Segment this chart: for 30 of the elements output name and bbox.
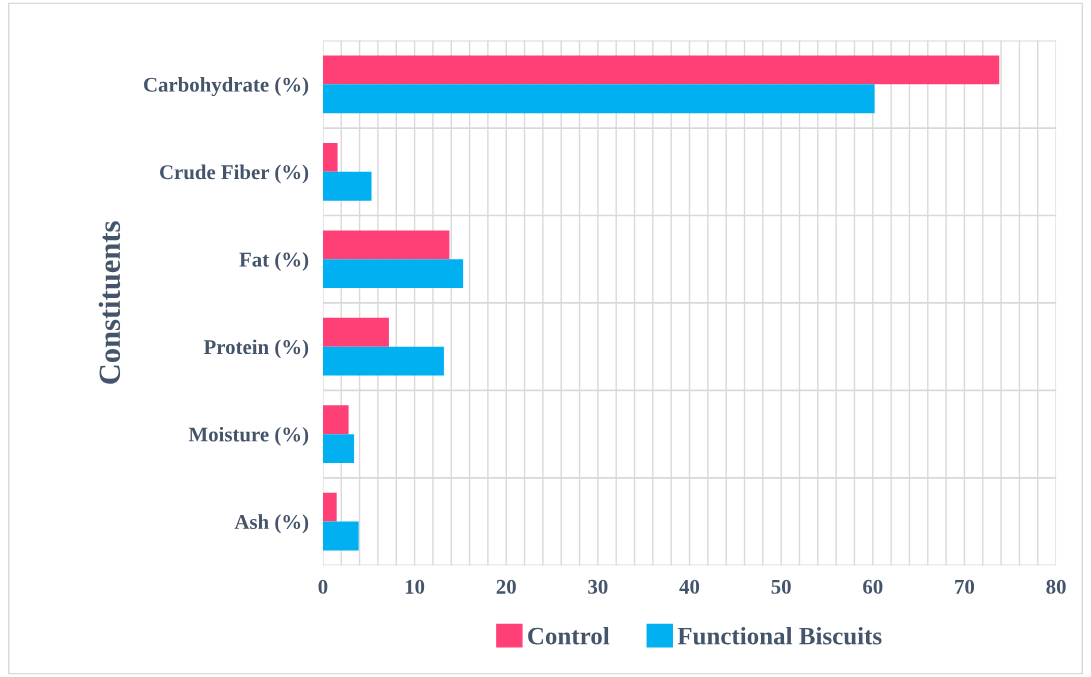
bar bbox=[322, 171, 372, 201]
x-tick-label: 80 bbox=[1046, 579, 1066, 594]
bar bbox=[322, 492, 337, 522]
y-tick-label: Ash (%) bbox=[234, 514, 309, 534]
bar bbox=[322, 346, 444, 376]
bar bbox=[322, 142, 338, 172]
y-tick-label: Carbohydrate (%) bbox=[144, 77, 309, 97]
bar bbox=[322, 55, 1000, 85]
y-tick-label: Fat (%) bbox=[239, 252, 309, 271]
y-tick-label: Crude Fiber (%) bbox=[160, 164, 309, 184]
x-tick-label: 20 bbox=[496, 579, 516, 594]
y-tick-label: Moisture (%) bbox=[188, 426, 309, 446]
x-tick-label: 70 bbox=[955, 579, 975, 594]
bar bbox=[322, 84, 875, 114]
bar bbox=[322, 434, 355, 463]
x-tick-label: 30 bbox=[588, 579, 608, 594]
bar bbox=[322, 259, 464, 289]
x-tick-label: 60 bbox=[863, 579, 883, 594]
x-tick-label: 40 bbox=[679, 579, 700, 594]
bar bbox=[322, 405, 349, 435]
bar bbox=[322, 230, 450, 260]
x-tick-label: 50 bbox=[771, 579, 791, 594]
legend-label: Functional Biscuits bbox=[677, 626, 882, 645]
y-tick-label: Protein (%) bbox=[203, 339, 309, 359]
bar bbox=[322, 521, 359, 551]
y-axis-title: Constituents bbox=[98, 221, 121, 384]
bar bbox=[322, 317, 389, 347]
x-tick-label: 10 bbox=[405, 579, 425, 594]
x-tick-label: 0 bbox=[318, 579, 328, 594]
legend-label: Control bbox=[528, 626, 610, 645]
